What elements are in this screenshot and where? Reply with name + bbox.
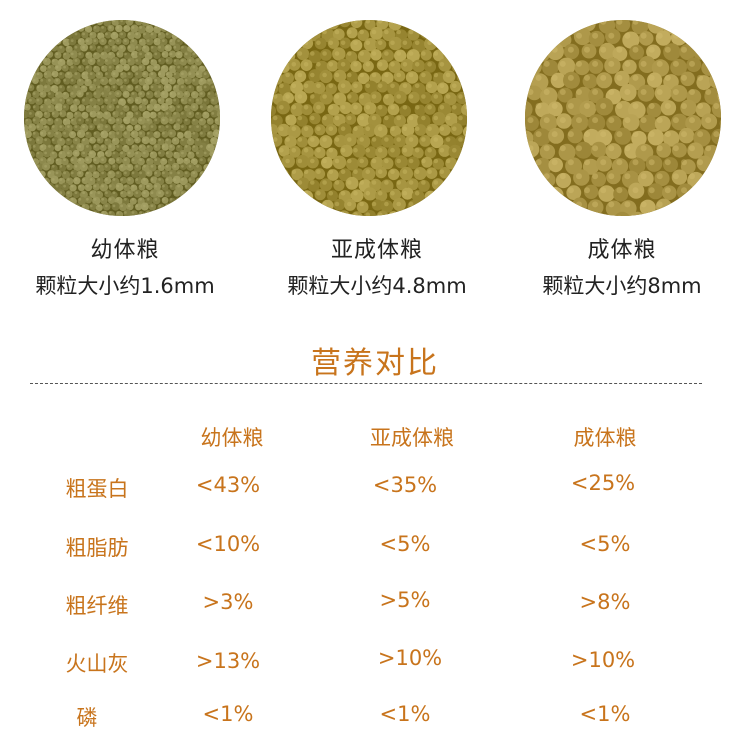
table-cell: <1%	[579, 702, 631, 726]
table-cell: >10%	[570, 648, 636, 672]
product-name-subadult: 亚成体粮	[330, 238, 423, 263]
table-cell: <35%	[372, 473, 438, 497]
table-cell: >10%	[377, 646, 443, 670]
pellet-image-subadult	[271, 20, 467, 216]
section-title: 营养对比	[311, 346, 439, 381]
table-cell: >3%	[202, 590, 254, 614]
product-name-juvenile: 幼体粮	[90, 238, 160, 263]
table-cell: >8%	[579, 590, 631, 614]
row-label-crude-protein: 粗蛋白	[65, 477, 129, 501]
column-header-adult: 成体粮	[573, 426, 637, 450]
row-label-crude-fiber: 粗纤维	[65, 594, 129, 618]
column-header-juvenile: 幼体粮	[200, 426, 264, 450]
table-cell: >13%	[195, 649, 261, 673]
column-header-subadult: 亚成体粮	[370, 426, 454, 450]
table-cell: <10%	[195, 532, 261, 556]
product-size-subadult: 颗粒大小约4.8mm	[287, 274, 467, 298]
table-cell: <43%	[195, 473, 261, 497]
table-cell: <25%	[570, 471, 636, 495]
row-label-ash: 火山灰	[65, 652, 129, 676]
dashed-divider	[30, 383, 702, 384]
pellet-image-juvenile	[24, 20, 220, 216]
row-label-crude-fat: 粗脂肪	[65, 536, 129, 560]
table-cell: <1%	[202, 702, 254, 726]
pellet-image-adult	[525, 20, 721, 216]
table-cell: <1%	[379, 702, 431, 726]
table-cell: <5%	[579, 532, 631, 556]
table-cell: >5%	[379, 588, 431, 612]
row-label-phosphorus: 磷	[76, 706, 98, 730]
product-size-adult: 颗粒大小约8mm	[542, 274, 702, 298]
product-size-juvenile: 颗粒大小约1.6mm	[35, 274, 215, 298]
product-name-adult: 成体粮	[587, 238, 657, 263]
table-cell: <5%	[379, 532, 431, 556]
